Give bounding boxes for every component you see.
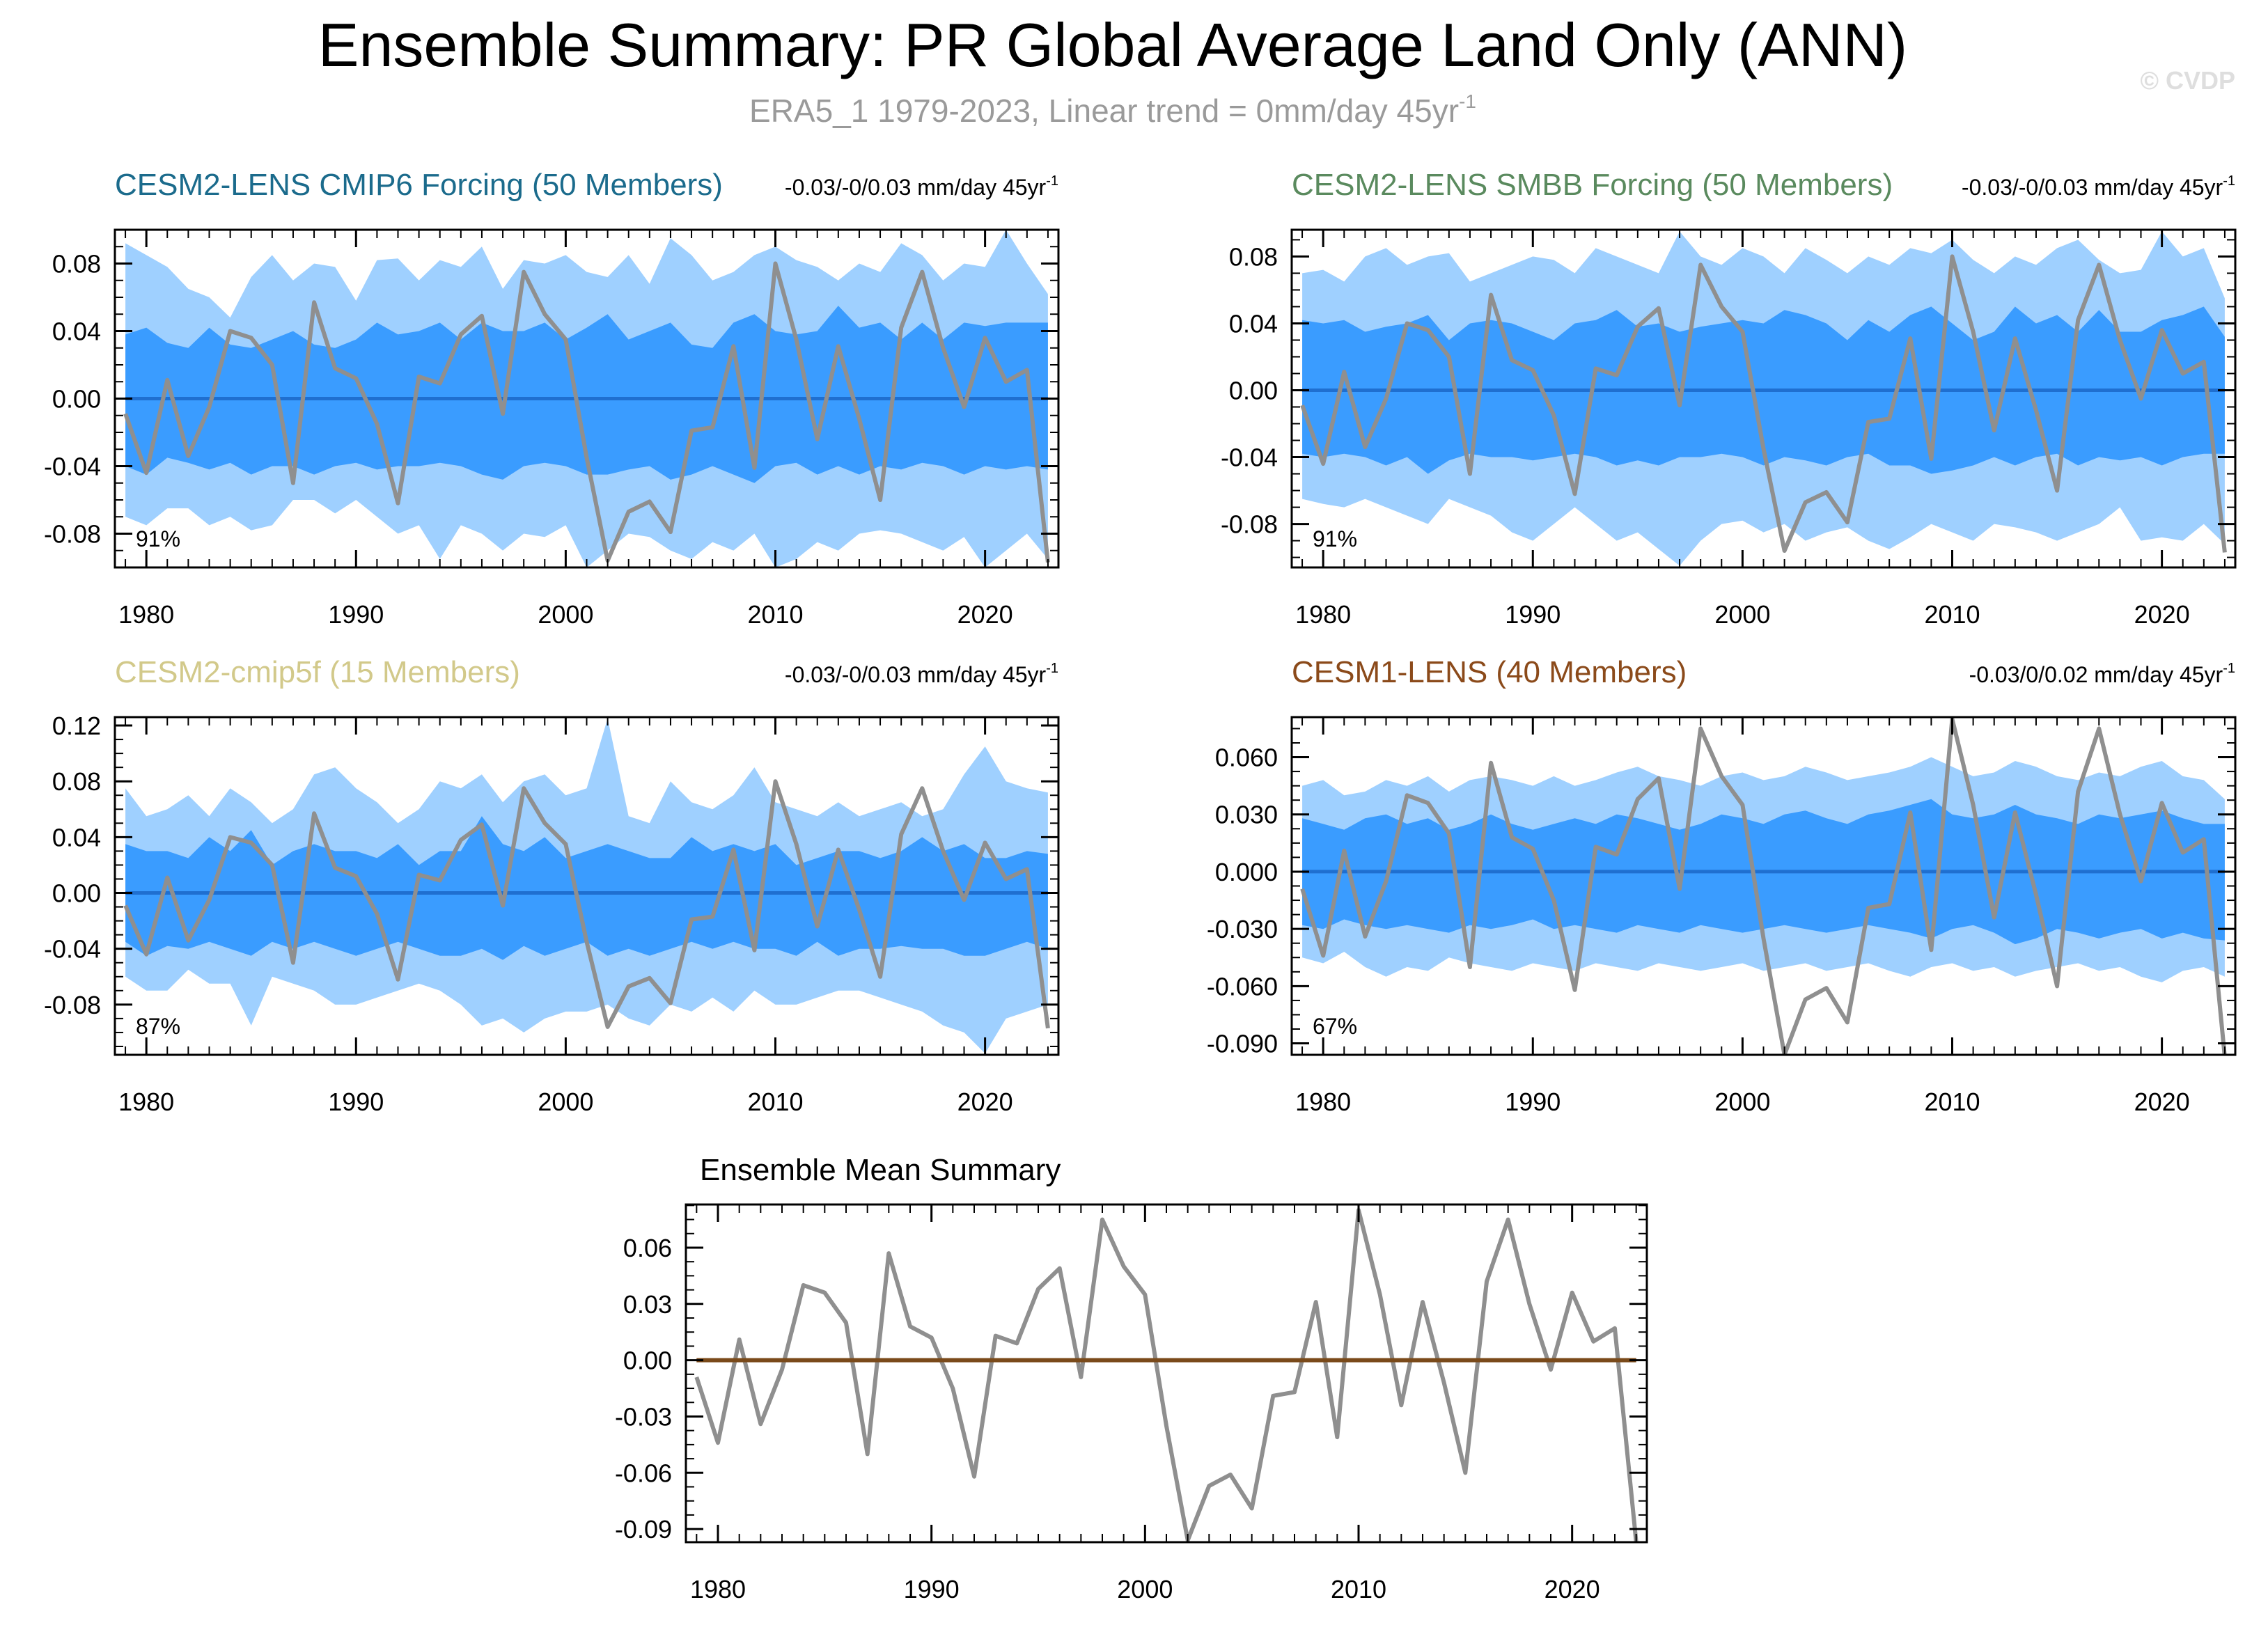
x-tick-label: 2000 <box>1117 1575 1173 1603</box>
observed-line <box>123 261 1050 563</box>
trend-label: -0.03/-0/0.03 mm/day 45yr-1 <box>785 173 1058 200</box>
x-tick-label: 1990 <box>328 600 384 629</box>
y-tick-label: 0.08 <box>52 250 101 278</box>
y-tick-label: 0.08 <box>52 767 101 796</box>
y-tick-label: -0.06 <box>615 1459 672 1487</box>
figure-title: Ensemble Summary: PR Global Average Land… <box>318 10 1907 79</box>
panel-title: CESM2-cmip5f (15 Members) <box>115 655 520 689</box>
x-tick-label: 1980 <box>118 1088 174 1116</box>
y-tick-label: 0.00 <box>52 385 101 414</box>
x-tick-label: 1990 <box>904 1575 960 1603</box>
observed-line <box>694 1208 1639 1542</box>
x-tick-label: 2010 <box>1924 600 1980 629</box>
x-tick-label: 2000 <box>538 600 593 629</box>
x-tick-label: 2020 <box>1544 1575 1600 1603</box>
x-tick-label: 2020 <box>957 1088 1013 1116</box>
panel-title: CESM2-LENS CMIP6 Forcing (50 Members) <box>115 168 723 202</box>
x-tick-label: 1990 <box>328 1088 384 1116</box>
y-tick-label: -0.04 <box>44 453 101 481</box>
percent-label: 87% <box>136 1014 180 1039</box>
trend-label-sup: -1 <box>2223 661 2235 676</box>
y-tick-label: -0.09 <box>615 1515 672 1544</box>
x-tick-label: 1990 <box>1505 600 1561 629</box>
x-tick-label: 2020 <box>957 600 1013 629</box>
y-tick-label: -0.08 <box>44 520 101 549</box>
x-tick-label: 2020 <box>2134 600 2190 629</box>
trend-label-text: -0.03/-0/0.03 mm/day 45yr <box>785 175 1047 200</box>
y-tick-label: 0.03 <box>623 1290 672 1319</box>
trend-label-sup: -1 <box>1046 173 1058 189</box>
x-tick-label: 2010 <box>747 600 803 629</box>
y-tick-label: 0.000 <box>1215 858 1278 886</box>
figure-subtitle-text: ERA5_1 1979-2023, Linear trend = 0mm/day… <box>749 93 1459 129</box>
panel-ensemble-mean-summary: 0.06 0.03 0.00 -0.03 -0.06 -0.09 1980 1990 2000 2… <box>615 1153 1648 1603</box>
y-tick-label: -0.060 <box>1207 972 1278 1001</box>
y-tick-label: -0.04 <box>1221 444 1278 472</box>
y-tick-label: 0.04 <box>52 317 101 346</box>
panel-cesm2-cmip5f: 0.12 0.08 0.04 0.00 -0.04 -0.08 1980 1990 2000 20… <box>44 655 1060 1116</box>
plot-area <box>1300 717 2227 1055</box>
x-tick-label: 2000 <box>1714 1088 1770 1116</box>
x-tick-label: 2020 <box>2134 1088 2190 1116</box>
plot-area <box>123 719 1050 1053</box>
plot-area <box>123 230 1050 567</box>
x-tick-label: 1980 <box>1295 600 1351 629</box>
observed-line <box>1300 254 2227 553</box>
panel-cesm2-lens-cmip6: 0.08 0.04 0.00 -0.04 -0.08 1980 1990 2000 2010 20… <box>44 168 1060 629</box>
figure-subtitle-sup: -1 <box>1459 91 1476 112</box>
percent-label: 91% <box>1313 526 1357 551</box>
y-tick-label: -0.030 <box>1207 915 1278 943</box>
percent-label: 67% <box>1313 1014 1357 1039</box>
y-tick-label: 0.00 <box>1229 376 1278 405</box>
percent-label: 91% <box>136 526 180 551</box>
x-tick-label: 2010 <box>1331 1575 1386 1603</box>
x-tick-label: 2010 <box>1924 1088 1980 1116</box>
plot-area <box>694 1208 1639 1542</box>
observed-line <box>123 779 1050 1029</box>
panels: 0.08 0.04 0.00 -0.04 -0.08 1980 1990 2000 2010 20… <box>44 168 2237 1603</box>
y-tick-label: 0.030 <box>1215 801 1278 829</box>
y-tick-label: -0.04 <box>44 935 101 964</box>
x-tick-label: 1980 <box>1295 1088 1351 1116</box>
x-tick-label: 2000 <box>538 1088 593 1116</box>
y-tick-label: -0.090 <box>1207 1030 1278 1058</box>
figure-subtitle: ERA5_1 1979-2023, Linear trend = 0mm/day… <box>749 91 1476 129</box>
y-tick-label: -0.03 <box>615 1402 672 1431</box>
panel-title: CESM2-LENS SMBB Forcing (50 Members) <box>1292 168 1893 202</box>
panel-title: CESM1-LENS (40 Members) <box>1292 655 1687 689</box>
y-tick-label: 0.060 <box>1215 744 1278 772</box>
trend-label-text: -0.03/0/0.02 mm/day 45yr <box>1969 662 2223 687</box>
observed-line <box>1300 717 2227 1055</box>
x-tick-label: 1990 <box>1505 1088 1561 1116</box>
y-tick-label: 0.04 <box>1229 309 1278 338</box>
x-tick-label: 2000 <box>1714 600 1770 629</box>
y-tick-label: 0.06 <box>623 1234 672 1262</box>
watermark: © CVDP <box>2140 66 2235 95</box>
y-tick-label: 0.00 <box>52 879 101 908</box>
trend-label-text: -0.03/-0/0.03 mm/day 45yr <box>785 662 1047 687</box>
trend-label: -0.03/-0/0.03 mm/day 45yr-1 <box>785 661 1058 687</box>
x-tick-label: 1980 <box>690 1575 746 1603</box>
plot-area <box>1300 231 2227 566</box>
panel-cesm1-lens: 0.060 0.030 0.000 -0.030 -0.060 -0.090 1980 199… <box>1207 655 2237 1116</box>
trend-label: -0.03/-0/0.03 mm/day 45yr-1 <box>1962 173 2235 200</box>
trend-label: -0.03/0/0.02 mm/day 45yr-1 <box>1969 661 2235 687</box>
x-tick-label: 1980 <box>118 600 174 629</box>
y-tick-label: 0.12 <box>52 712 101 740</box>
y-tick-label: 0.08 <box>1229 242 1278 271</box>
x-tick-label: 2010 <box>747 1088 803 1116</box>
trend-label-sup: -1 <box>1046 661 1058 676</box>
y-tick-label: -0.08 <box>44 991 101 1019</box>
y-tick-label: -0.08 <box>1221 510 1278 539</box>
trend-label-text: -0.03/-0/0.03 mm/day 45yr <box>1962 175 2223 200</box>
trend-label-sup: -1 <box>2223 173 2235 189</box>
y-tick-label: 0.04 <box>52 823 101 852</box>
panel-title: Ensemble Mean Summary <box>700 1153 1061 1187</box>
y-tick-label: 0.00 <box>623 1347 672 1375</box>
panel-cesm2-lens-smbb: 0.08 0.04 0.00 -0.04 -0.08 1980 1990 2000 2010 20… <box>1221 168 2237 629</box>
